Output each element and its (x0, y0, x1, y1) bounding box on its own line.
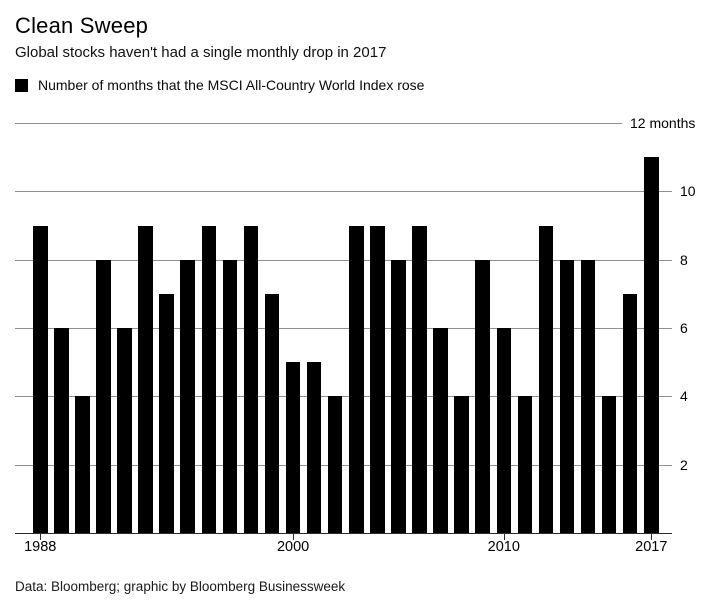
x-tick-label-1988: 1988 (24, 539, 57, 555)
gridline-8 (15, 259, 672, 261)
x-tick-2000 (293, 533, 295, 540)
gridline-4 (15, 396, 672, 398)
y-axis-label-4: 4 (680, 388, 688, 405)
plot-area: 2 4 6 8 10 12 months 1988 2000 2010 2017 (15, 115, 696, 555)
y-axis-label-6: 6 (680, 320, 688, 336)
bar-2001 (306, 362, 322, 533)
bar-2011 (517, 396, 533, 533)
x-tick-label-2017: 2017 (635, 539, 668, 555)
gridline-2 (15, 464, 672, 466)
x-tick-2010 (503, 533, 505, 540)
x-tick-2017 (651, 533, 653, 540)
bar-2016 (622, 293, 638, 533)
legend-label: Number of months that the MSCI All-Count… (38, 77, 425, 93)
y-axis-label-2: 2 (680, 456, 688, 473)
bar-1999 (264, 293, 280, 533)
bar-1996 (201, 225, 217, 533)
bar-2009 (475, 259, 490, 533)
gridline-6 (15, 328, 672, 329)
footer-credit: Data: Bloomberg; graphic by Bloomberg Bu… (15, 579, 346, 594)
bar-2004 (370, 225, 385, 533)
page-title: Clean Sweep (15, 13, 149, 38)
bar-2010 (496, 328, 512, 533)
bar-2014 (580, 259, 596, 533)
bar-2013 (559, 259, 575, 533)
legend-swatch-icon (15, 78, 28, 92)
legend: Number of months that the MSCI All-Count… (15, 77, 424, 93)
gridline-10 (15, 191, 672, 193)
bar-2006 (412, 225, 427, 533)
bar-1988 (33, 225, 48, 533)
x-tick-1988 (40, 533, 42, 540)
bar-1992 (117, 328, 132, 533)
bar-1989 (54, 328, 69, 533)
bar-2008 (454, 396, 469, 533)
x-tick-label-2010: 2010 (487, 539, 520, 555)
bar-2012 (538, 225, 554, 533)
bar-2015 (601, 396, 617, 533)
page-subtitle: Global stocks haven't had a single month… (15, 44, 387, 61)
bar-2007 (433, 328, 448, 533)
bar-2002 (327, 396, 343, 533)
gridline-12 (15, 123, 622, 124)
bar-1991 (96, 259, 111, 533)
y-axis-label-12: 12 months (630, 115, 696, 131)
bar-1990 (75, 396, 90, 533)
y-axis-label-8: 8 (680, 251, 688, 268)
x-axis-baseline (15, 533, 672, 534)
x-tick-label-2000: 2000 (276, 539, 310, 555)
bar-1994 (159, 293, 174, 533)
y-axis-label-10: 10 (680, 183, 696, 200)
bar-1993 (138, 225, 153, 533)
bar-2000 (285, 362, 301, 533)
bar-1998 (243, 225, 259, 533)
bar-1995 (180, 259, 195, 533)
bar-2005 (391, 259, 406, 533)
bar-2003 (349, 225, 364, 533)
bar-1997 (222, 259, 238, 533)
bar-2017 (644, 157, 659, 533)
